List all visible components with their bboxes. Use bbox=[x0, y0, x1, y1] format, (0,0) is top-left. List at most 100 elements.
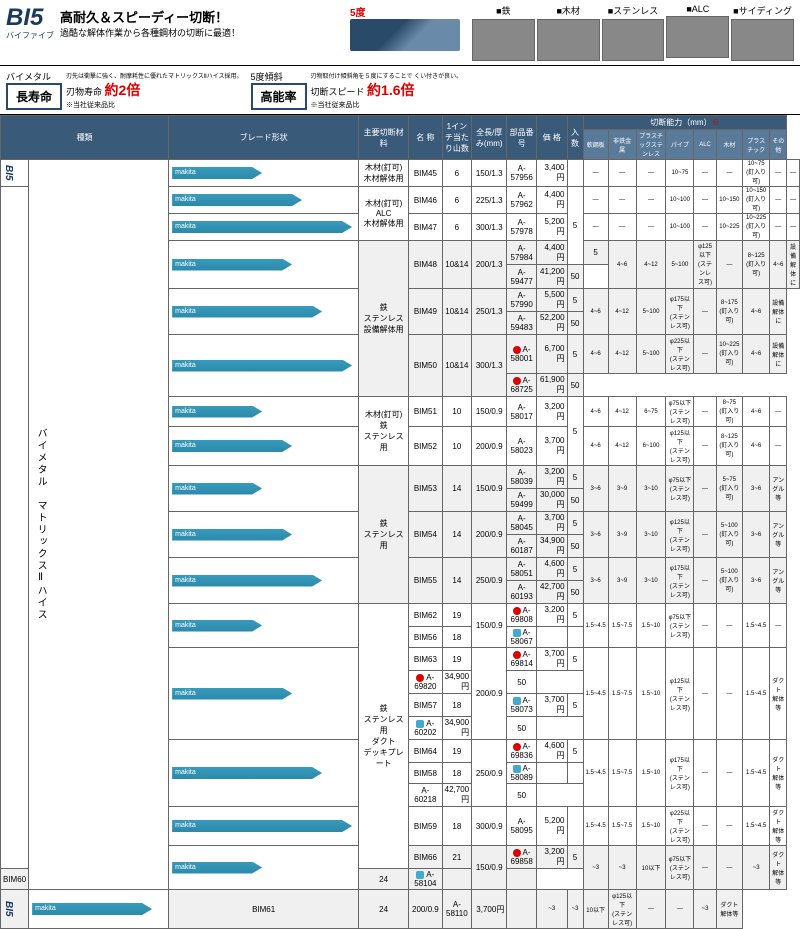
cell-price: 42,700円 bbox=[442, 784, 471, 807]
cell-capacity: 10~75(釘入り可) bbox=[742, 160, 769, 187]
th-cap-sub: プラスチック bbox=[742, 130, 769, 160]
cell-size: 200/1.3 bbox=[472, 241, 507, 289]
cell-capacity: — bbox=[636, 187, 666, 214]
cell-capacity: — bbox=[694, 289, 716, 335]
th-cap-sub: 非鉄金属 bbox=[608, 130, 636, 160]
cell-capacity: — bbox=[787, 214, 800, 241]
cell-size: 300/0.9 bbox=[472, 807, 507, 846]
cell-price: 41,200円 bbox=[536, 265, 567, 289]
cell-capacity: ダクト解体等 bbox=[770, 648, 787, 740]
cell-capacity: 10~150 bbox=[716, 187, 742, 214]
cell-price: 4,400円 bbox=[536, 187, 567, 214]
cell-partno: A-58073 bbox=[507, 694, 537, 717]
cell-tpi: 21 bbox=[442, 846, 471, 869]
cell-capacity: 3~9 bbox=[608, 512, 636, 558]
cell-capacity: 1.5~4.5 bbox=[742, 648, 769, 740]
cell-qty: 5 bbox=[567, 512, 583, 535]
material-cell: 鉄ステンレス用ダクトデッキプレート bbox=[359, 604, 409, 869]
cell-capacity: 5~100 bbox=[636, 335, 666, 374]
cell-capacity: 4~12 bbox=[608, 335, 636, 374]
cell-partno: A-58051 bbox=[507, 558, 537, 581]
cell-capacity: 10以下 bbox=[583, 890, 608, 929]
cell-capacity: 1.5~4.5 bbox=[742, 604, 769, 648]
cell-capacity: — bbox=[694, 740, 716, 807]
cell-qty: 5 bbox=[567, 740, 583, 763]
cell-partno: A-58023 bbox=[507, 427, 537, 466]
th-qty: 入数 bbox=[567, 116, 583, 160]
cell-name: BIM48 bbox=[409, 241, 443, 289]
cell-qty: 5 bbox=[567, 335, 583, 374]
cell-name: BIM56 bbox=[409, 627, 443, 648]
cell-price bbox=[536, 763, 567, 784]
cell-capacity: — bbox=[694, 512, 716, 558]
cell-capacity: 10~225(釘入り可) bbox=[742, 214, 769, 241]
blade-shape: makita bbox=[169, 466, 359, 512]
cell-partno: A-69820 bbox=[409, 671, 443, 694]
cell-qty: 5 bbox=[567, 466, 583, 489]
cell-capacity: 1.5~4.5 bbox=[583, 604, 608, 648]
cell-qty: 5 bbox=[567, 558, 583, 581]
cell-size: 200/0.9 bbox=[409, 890, 443, 929]
cell-capacity: — bbox=[694, 648, 716, 740]
cell-capacity: ~3 bbox=[694, 890, 716, 929]
cell-capacity: 8~125(釘入り可) bbox=[742, 241, 769, 289]
cell-size: 150/0.9 bbox=[472, 846, 507, 890]
cell-capacity: 5~100 bbox=[636, 289, 666, 335]
cell-capacity: φ175以下(ステンレス可) bbox=[666, 740, 694, 807]
cell-price: 3,700円 bbox=[536, 648, 567, 671]
cell-tpi: 19 bbox=[442, 740, 471, 763]
material-col: ■ALC bbox=[666, 4, 729, 61]
feat1-top: バイメタル bbox=[6, 70, 62, 83]
material-cell: 鉄ステンレス設備解体用 bbox=[359, 241, 409, 397]
cell-qty: 5 bbox=[567, 397, 583, 466]
th-type: 種類 bbox=[1, 116, 169, 160]
cell-capacity: 1.5~10 bbox=[636, 740, 666, 807]
cell-capacity: 10~100 bbox=[666, 214, 694, 241]
cell-tpi: 10&14 bbox=[442, 335, 471, 397]
cell-partno: A-60218 bbox=[409, 784, 443, 807]
cell-price: 52,200円 bbox=[536, 312, 567, 335]
cell-price: 3,200円 bbox=[536, 466, 567, 489]
cell-capacity: — bbox=[787, 160, 800, 187]
cell-price: 34,900円 bbox=[442, 671, 471, 694]
cell-capacity: 設備解体に bbox=[770, 335, 787, 374]
cell-capacity: — bbox=[694, 397, 716, 427]
cell-capacity: 4~6 bbox=[742, 335, 769, 374]
cell-name: BIM45 bbox=[409, 160, 443, 187]
cell-capacity: 5~100(釘入り可) bbox=[716, 558, 742, 604]
cell-capacity: 3~6 bbox=[742, 512, 769, 558]
cell-capacity: 3~6 bbox=[583, 466, 608, 512]
tagline-sub: 過酷な解体作業から各種鋼材の切断に最適！ bbox=[60, 26, 240, 39]
cell-partno: A-58017 bbox=[507, 397, 537, 427]
cell-partno: A-60193 bbox=[507, 581, 537, 604]
cell-capacity: — bbox=[636, 160, 666, 187]
cell-price: 3,700円 bbox=[536, 694, 567, 717]
cell-qty: 5 bbox=[567, 289, 583, 312]
th-partno: 部品番号 bbox=[507, 116, 537, 160]
cell-price: 3,700円 bbox=[536, 427, 567, 466]
cell-qty bbox=[567, 807, 583, 846]
cell-capacity: — bbox=[636, 214, 666, 241]
cell-capacity: — bbox=[694, 214, 716, 241]
th-capacity: 切断能力（mm）※ bbox=[583, 116, 787, 130]
blade-shape: makita bbox=[169, 187, 359, 214]
blade-shape: makita bbox=[169, 740, 359, 807]
cell-capacity: 設備解体に bbox=[787, 241, 800, 289]
cell-size: 200/0.9 bbox=[472, 427, 507, 466]
cell-capacity: アングル等 bbox=[770, 512, 787, 558]
cell-tpi: 24 bbox=[359, 890, 409, 929]
cell-capacity: 4~6 bbox=[583, 397, 608, 427]
cell-tpi: 18 bbox=[442, 627, 471, 648]
cell-capacity: 5~100(釘入り可) bbox=[716, 512, 742, 558]
blade-shape: makita bbox=[169, 648, 359, 740]
cell-price: 4,600円 bbox=[536, 558, 567, 581]
materials-row: ■鉄■木材■ステンレス■ALC■サイディング bbox=[466, 4, 794, 61]
cell-qty: 5 bbox=[567, 694, 583, 717]
cell-price: 4,600円 bbox=[536, 740, 567, 763]
cell-capacity: ~3 bbox=[608, 846, 636, 890]
side-spacer bbox=[1, 187, 29, 869]
cell-capacity: 3~10 bbox=[636, 558, 666, 604]
spec-table: 種類 ブレード形状 主要切断材料 名 称 1インチ当たり山数 全長/厚み(mm)… bbox=[0, 115, 800, 929]
th-cap-sub: 軟鋼板 bbox=[583, 130, 608, 160]
th-cap-sub: パイプ bbox=[666, 130, 694, 160]
